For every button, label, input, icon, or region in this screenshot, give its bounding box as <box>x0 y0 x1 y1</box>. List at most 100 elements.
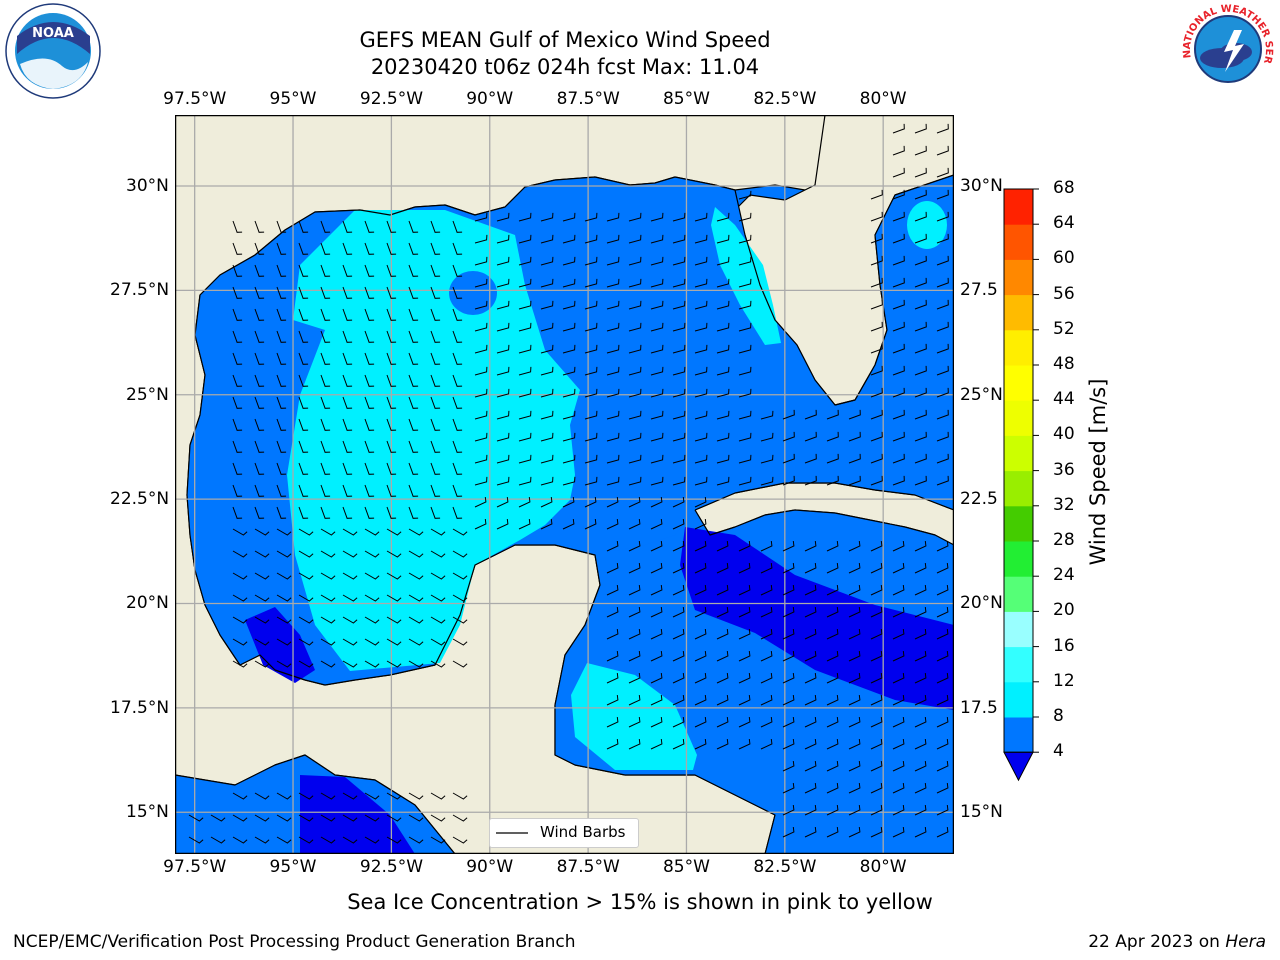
wind-barb <box>518 454 532 464</box>
colorbar-segment <box>1004 505 1033 542</box>
wind-barb <box>628 234 642 244</box>
wind-barb <box>298 286 309 299</box>
wind-barb <box>386 242 397 255</box>
wind-barb <box>452 396 463 409</box>
wind-barb <box>716 366 730 376</box>
wind-barb <box>804 584 817 596</box>
wind-barb <box>540 234 554 244</box>
wind-barb <box>892 804 905 816</box>
wind-barb <box>826 716 839 728</box>
wind-barb <box>254 308 265 321</box>
wind-barb <box>408 374 419 387</box>
lat-label-right: 17.5 <box>960 697 998 718</box>
wind-barb <box>914 145 927 156</box>
wind-barb <box>760 432 774 442</box>
wind-barb <box>496 432 510 442</box>
wind-barb <box>672 628 685 640</box>
wind-barb <box>914 672 927 684</box>
wind-barb <box>496 496 509 508</box>
wind-barb <box>276 286 287 299</box>
wind-barb <box>452 330 463 343</box>
wind-barb <box>892 343 905 354</box>
wind-barb <box>320 462 331 475</box>
wind-barb <box>430 440 441 453</box>
wind-barb <box>650 496 663 508</box>
wind-barb <box>848 738 861 750</box>
wind-barb <box>430 308 441 321</box>
wind-barb <box>430 484 441 497</box>
wind-barb <box>716 694 729 706</box>
wind-barb <box>562 322 576 332</box>
wind-barb <box>650 672 663 684</box>
wind-barb <box>760 672 773 684</box>
wind-barb <box>694 256 708 266</box>
wind-barb <box>892 562 905 574</box>
wind-barb <box>408 418 419 431</box>
colorbar-tick-label: 20 <box>1053 600 1075 621</box>
wind-barb <box>936 409 949 420</box>
wind-barb <box>518 496 531 508</box>
wind-barb <box>914 453 927 464</box>
wind-barb <box>342 418 353 431</box>
wind-barb <box>408 616 424 624</box>
wind-barb <box>408 264 419 277</box>
wind-barb <box>694 432 708 442</box>
wind-barb <box>562 518 575 530</box>
colorbar-segment <box>1004 329 1033 366</box>
wind-barb <box>584 410 598 420</box>
wind-barb <box>650 628 663 640</box>
wind-barb <box>848 409 861 420</box>
wind-barb <box>628 540 641 552</box>
wind-barb <box>298 462 309 475</box>
wind-barb <box>606 234 620 244</box>
wind-barb <box>452 836 468 844</box>
wind-barb <box>298 506 309 519</box>
wind-barb <box>826 738 839 750</box>
wind-barb <box>870 255 883 266</box>
wind-barb <box>936 628 949 640</box>
wind-barb <box>408 308 419 321</box>
wind-barb <box>320 330 331 343</box>
colorbar-tick-label: 28 <box>1053 530 1075 550</box>
lon-label-top: 80°W <box>859 89 907 109</box>
wind-barb <box>716 454 730 464</box>
wind-barb <box>892 628 905 640</box>
lat-label-left: 17.5°N <box>110 697 170 718</box>
wind-barb <box>276 352 287 365</box>
wind-barb <box>364 594 380 602</box>
wind-barb <box>386 264 397 277</box>
colorbar-segment <box>1004 681 1033 718</box>
wind-barb <box>408 484 419 497</box>
wind-barb <box>760 628 773 640</box>
wind-barb <box>254 660 270 668</box>
wind-barb <box>562 366 576 376</box>
wind-barb <box>342 484 353 497</box>
wind-barb <box>628 476 642 486</box>
wind-barb <box>694 716 707 728</box>
wind-barb <box>738 278 752 288</box>
wind-barb <box>628 694 641 706</box>
wind-barb <box>276 638 292 646</box>
wind-barb <box>342 528 358 536</box>
wind-barb <box>760 584 773 596</box>
wind-barb <box>364 308 375 321</box>
wind-barb <box>804 782 817 794</box>
wind-barb <box>386 616 402 624</box>
wind-barb <box>364 836 380 844</box>
wind-barb <box>804 694 817 706</box>
wind-barb <box>892 431 905 442</box>
wind-barb <box>232 616 248 624</box>
wind-barb <box>540 476 554 486</box>
wind-barb <box>430 528 446 536</box>
wind-barb <box>232 418 243 431</box>
wind-barb <box>738 476 752 486</box>
wind-barb <box>386 550 402 558</box>
wind-barb <box>518 300 532 310</box>
wind-barb <box>870 782 883 794</box>
wind-barb <box>650 716 663 728</box>
wind-barb <box>694 606 707 618</box>
wind-barb <box>562 496 575 508</box>
wind-barb <box>496 518 509 530</box>
wind-barb <box>650 410 664 420</box>
wind-barb <box>914 299 927 310</box>
